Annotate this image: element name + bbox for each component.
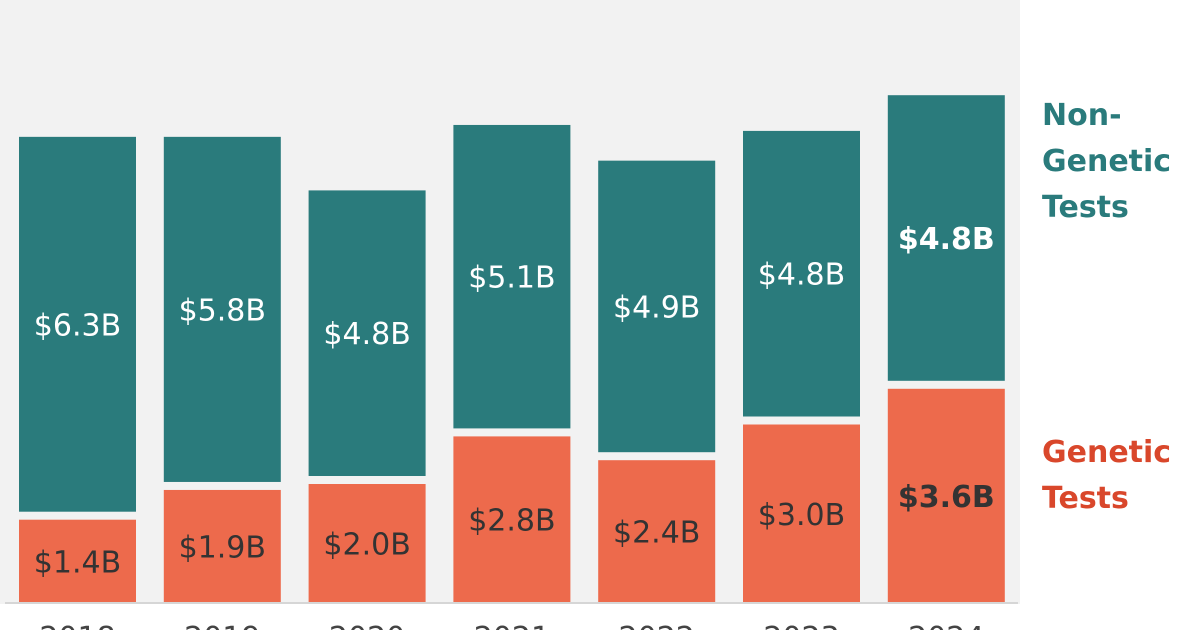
label-genetic-2023: $3.0B (758, 498, 845, 533)
bars-group (19, 95, 1005, 603)
legend-non-genetic-line: Non- (1042, 98, 1122, 133)
bar-genetic-2023 (743, 424, 860, 603)
legend-non-genetic-line: Genetic (1042, 144, 1171, 179)
legend-genetic-line: Genetic (1042, 435, 1171, 470)
label-genetic-2021: $2.8B (468, 504, 555, 539)
bar-non-genetic-2021 (453, 124, 571, 429)
x-tick-2024: 2024 (908, 621, 984, 630)
label-genetic-2022: $2.4B (613, 516, 700, 551)
bar-genetic-2018 (19, 519, 136, 603)
data-labels-group: $1.4B $6.3B $1.9B $5.8B $2.0B $4.8B $2.8B $5.1B… (34, 222, 995, 580)
bar-non-genetic-2018 (19, 136, 136, 512)
label-non-genetic-2022: $4.9B (613, 290, 700, 325)
x-tick-2019: 2019 (184, 621, 260, 630)
label-non-genetic-2021: $5.1B (468, 261, 555, 296)
label-genetic-2019: $1.9B (179, 530, 266, 565)
label-non-genetic-2023: $4.8B (758, 258, 845, 293)
x-tick-2023: 2023 (763, 621, 839, 630)
bar-non-genetic-2019 (163, 136, 281, 482)
label-non-genetic-2020: $4.8B (323, 317, 410, 352)
bar-genetic-2024 (887, 388, 1005, 603)
legend: Non- Genetic Tests Genetic Tests (1042, 98, 1171, 516)
label-genetic-2018: $1.4B (34, 545, 121, 580)
legend-non-genetic-line: Tests (1042, 190, 1129, 225)
x-ticks-group: 2018 2019 2020 2021 2022 2023 2024 (39, 621, 984, 630)
x-tick-2018: 2018 (39, 621, 115, 630)
bar-non-genetic-2024 (887, 95, 1005, 381)
label-non-genetic-2018: $6.3B (34, 308, 121, 343)
x-tick-2020: 2020 (329, 621, 405, 630)
label-genetic-2020: $2.0B (323, 528, 410, 563)
bar-non-genetic-2022 (598, 160, 716, 453)
bar-genetic-2021 (453, 436, 571, 603)
label-non-genetic-2024: $4.8B (898, 222, 995, 257)
x-tick-2021: 2021 (474, 621, 550, 630)
bar-genetic-2019 (163, 489, 281, 603)
bar-non-genetic-2020 (308, 190, 426, 476)
label-genetic-2024: $3.6B (898, 480, 995, 515)
legend-genetic-line: Tests (1042, 481, 1129, 516)
x-tick-2022: 2022 (619, 621, 695, 630)
bar-genetic-2020 (308, 484, 426, 603)
label-non-genetic-2019: $5.8B (179, 293, 266, 328)
bar-genetic-2022 (598, 460, 716, 603)
bar-non-genetic-2023 (743, 130, 860, 417)
